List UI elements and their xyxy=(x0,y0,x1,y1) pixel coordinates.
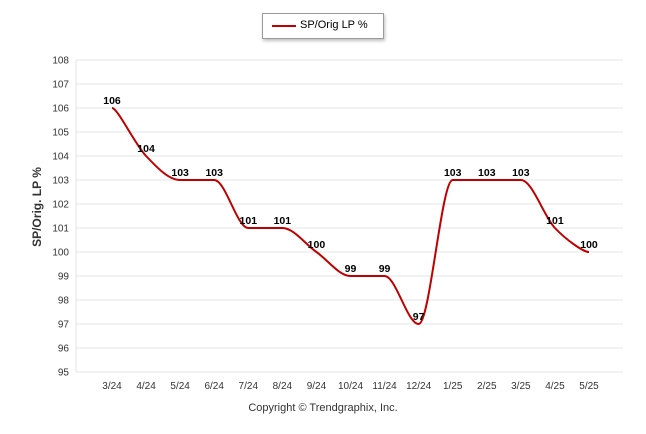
data-label: 100 xyxy=(580,239,598,251)
x-tick-label: 11/24 xyxy=(372,381,397,392)
y-tick-label: 107 xyxy=(52,80,69,91)
y-axis-label: SP/Orig. LP % xyxy=(30,167,44,247)
x-tick-label: 12/24 xyxy=(406,381,431,392)
y-tick-label: 96 xyxy=(58,344,70,355)
y-tick-label: 101 xyxy=(52,224,69,235)
data-label: 103 xyxy=(478,167,496,179)
legend-label: SP/Orig LP % xyxy=(300,19,368,31)
data-label: 99 xyxy=(379,263,391,275)
y-axis-ticks: 95 96 97 98 99 100 101 102 103 104 105 106 107 108 xyxy=(52,56,69,379)
y-tick-label: 98 xyxy=(58,296,70,307)
y-tick-label: 106 xyxy=(52,104,69,115)
x-tick-label: 5/25 xyxy=(579,381,599,392)
data-label: 103 xyxy=(171,167,189,179)
data-label: 101 xyxy=(240,215,258,227)
x-tick-label: 8/24 xyxy=(273,381,293,392)
y-tick-label: 99 xyxy=(58,272,70,283)
copyright-text: Copyright © Trendgraphix, Inc. xyxy=(248,402,398,414)
data-label: 106 xyxy=(103,95,121,107)
x-tick-label: 4/24 xyxy=(136,381,156,392)
x-axis-ticks: 3/24 4/24 5/24 6/24 7/24 8/24 9/24 10/24 11/24 12… xyxy=(102,381,599,392)
data-labels: 106 104 103 103 101 101 100 99 99 97 103 103 103 101 1… xyxy=(103,95,598,323)
data-label: 104 xyxy=(137,143,155,155)
legend-swatch xyxy=(272,25,296,27)
x-tick-label: 4/25 xyxy=(545,381,565,392)
grid-lines xyxy=(75,59,623,373)
x-tick-label: 9/24 xyxy=(307,381,327,392)
x-tick-label: 3/24 xyxy=(102,381,122,392)
y-tick-label: 103 xyxy=(52,176,69,187)
x-tick-label: 6/24 xyxy=(204,381,224,392)
y-tick-label: 100 xyxy=(52,248,69,259)
y-tick-label: 95 xyxy=(58,368,70,379)
data-label: 103 xyxy=(205,167,223,179)
series-line xyxy=(111,107,590,325)
y-tick-label: 102 xyxy=(52,200,69,211)
x-tick-label: 1/25 xyxy=(443,381,463,392)
data-label: 99 xyxy=(345,263,357,275)
data-label: 101 xyxy=(546,215,564,227)
data-label: 97 xyxy=(413,311,425,323)
x-tick-label: 7/24 xyxy=(239,381,259,392)
x-tick-label: 2/25 xyxy=(477,381,497,392)
legend: SP/Orig LP % xyxy=(262,13,384,39)
data-label: 103 xyxy=(444,167,462,179)
x-tick-label: 3/25 xyxy=(511,381,531,392)
data-label: 103 xyxy=(512,167,530,179)
data-label: 100 xyxy=(308,239,326,251)
y-tick-label: 104 xyxy=(52,152,69,163)
x-tick-label: 10/24 xyxy=(338,381,363,392)
data-label: 101 xyxy=(274,215,292,227)
x-tick-label: 5/24 xyxy=(170,381,190,392)
y-tick-label: 105 xyxy=(52,128,69,139)
y-tick-label: 108 xyxy=(52,56,69,67)
series-path xyxy=(111,107,590,325)
y-tick-label: 97 xyxy=(58,320,70,331)
